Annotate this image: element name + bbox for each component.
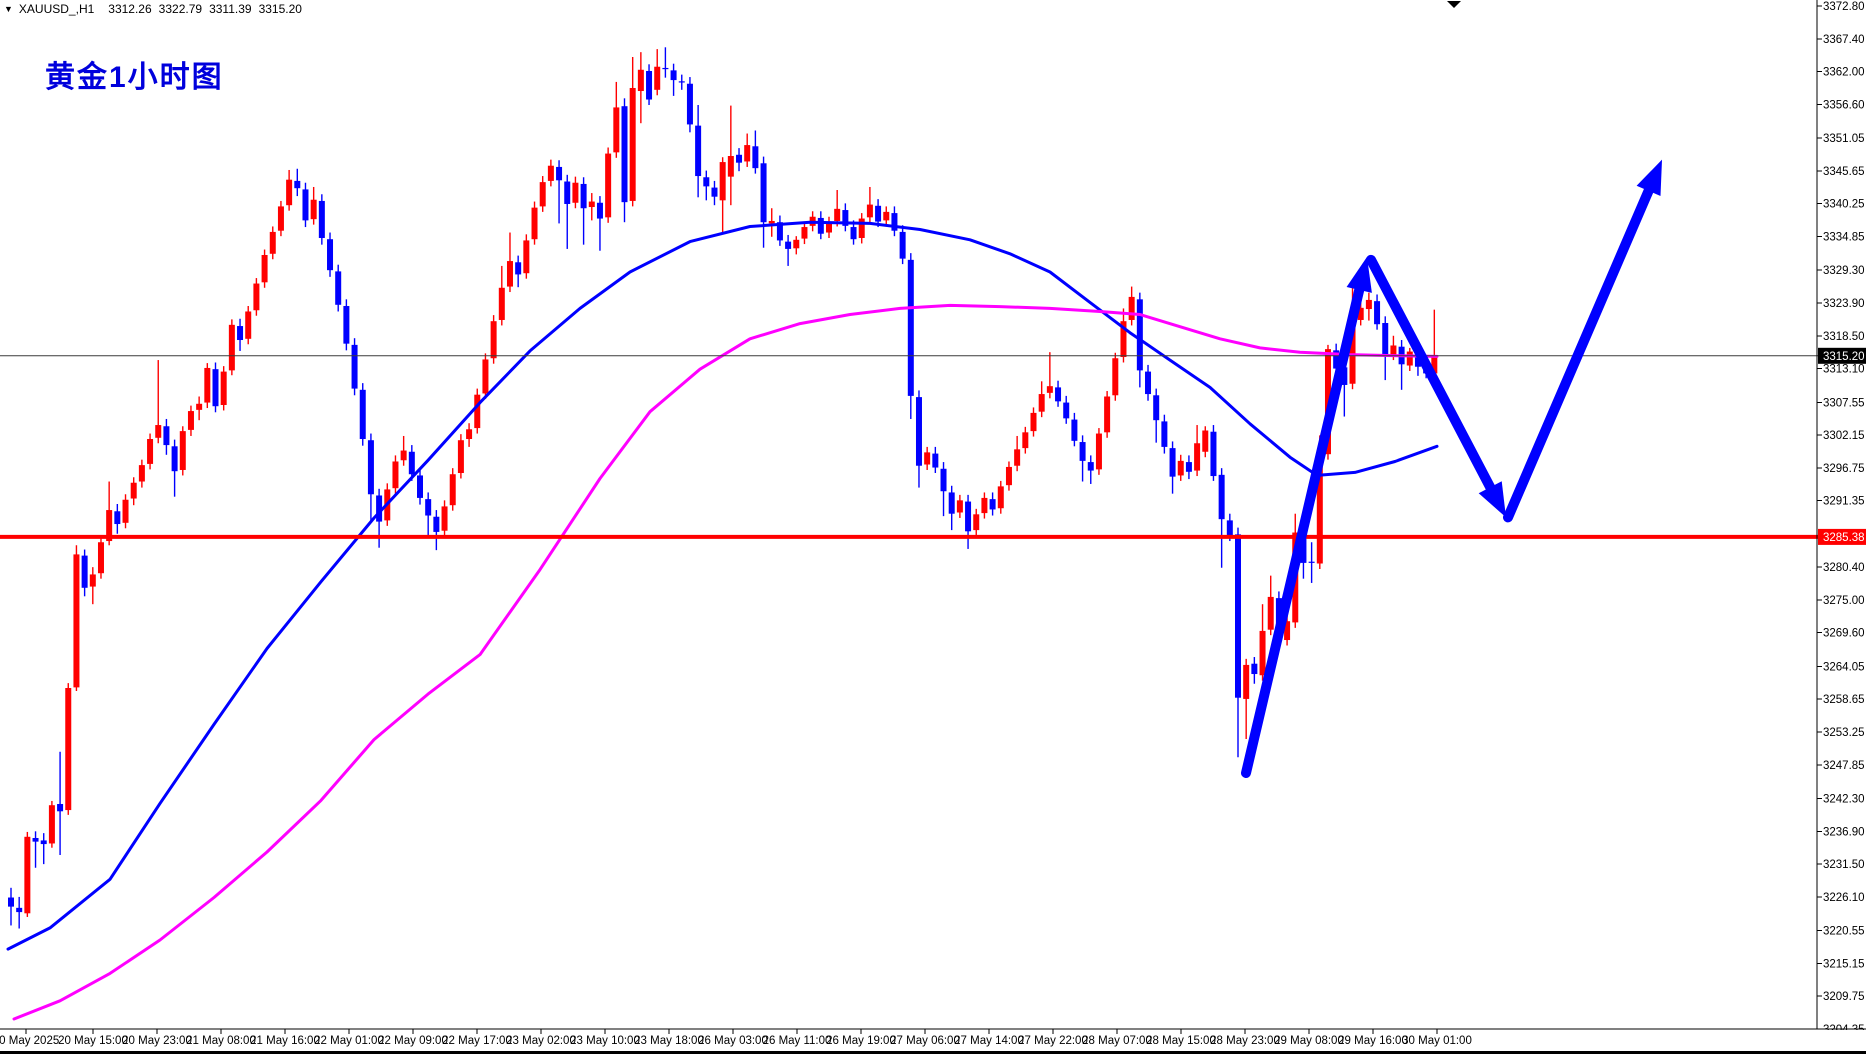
- svg-text:3253.25: 3253.25: [1823, 727, 1865, 739]
- svg-text:28 May 15:00: 28 May 15:00: [1146, 1035, 1216, 1047]
- support-line-tag: 3285.38: [1818, 528, 1866, 545]
- svg-text:29 May 08:00: 29 May 08:00: [1274, 1035, 1344, 1047]
- svg-text:29 May 16:00: 29 May 16:00: [1338, 1035, 1408, 1047]
- svg-text:22 May 09:00: 22 May 09:00: [378, 1035, 448, 1047]
- svg-text:3345.65: 3345.65: [1823, 166, 1865, 178]
- svg-text:3340.25: 3340.25: [1823, 199, 1865, 211]
- svg-text:20 May 23:00: 20 May 23:00: [122, 1035, 192, 1047]
- ma-blue-line[interactable]: [6, 220, 1439, 951]
- svg-text:3258.65: 3258.65: [1823, 694, 1865, 706]
- svg-text:26 May 03:00: 26 May 03:00: [698, 1035, 768, 1047]
- trend-arrow-up-2[interactable]: [1503, 159, 1662, 523]
- svg-text:20 May 2025: 20 May 2025: [0, 1035, 59, 1047]
- svg-text:20 May 15:00: 20 May 15:00: [58, 1035, 128, 1047]
- trend-arrow-up-1[interactable]: [1241, 256, 1372, 779]
- window-bottom-border: [0, 1051, 1866, 1054]
- svg-text:3236.90: 3236.90: [1823, 826, 1865, 838]
- quote-close: 3315.20: [258, 2, 302, 16]
- svg-text:3280.40: 3280.40: [1823, 562, 1865, 574]
- svg-text:3247.85: 3247.85: [1823, 760, 1865, 772]
- svg-text:27 May 22:00: 27 May 22:00: [1018, 1035, 1088, 1047]
- svg-text:26 May 19:00: 26 May 19:00: [826, 1035, 896, 1047]
- svg-text:3226.10: 3226.10: [1823, 892, 1865, 904]
- symbol-timeframe-label: XAUUSD_,H1: [18, 2, 95, 16]
- svg-text:3264.05: 3264.05: [1823, 661, 1865, 673]
- svg-text:3318.50: 3318.50: [1823, 331, 1865, 343]
- svg-text:3372.80: 3372.80: [1823, 1, 1865, 13]
- quote-low: 3311.39: [209, 2, 252, 16]
- svg-text:3329.30: 3329.30: [1823, 265, 1865, 277]
- current-bar-marker-icon: [1447, 1, 1461, 8]
- svg-text:3242.30: 3242.30: [1823, 794, 1865, 806]
- svg-text:28 May 23:00: 28 May 23:00: [1210, 1035, 1280, 1047]
- svg-text:3362.00: 3362.00: [1823, 67, 1865, 79]
- candles: [8, 47, 1438, 929]
- svg-text:3313.10: 3313.10: [1823, 364, 1865, 376]
- svg-text:27 May 06:00: 27 May 06:00: [890, 1035, 960, 1047]
- svg-text:3307.55: 3307.55: [1823, 397, 1865, 409]
- trend-arrow-down[interactable]: [1366, 254, 1506, 518]
- svg-text:3296.75: 3296.75: [1823, 463, 1865, 475]
- svg-text:3334.85: 3334.85: [1823, 231, 1865, 243]
- svg-text:3351.05: 3351.05: [1823, 133, 1865, 145]
- svg-text:3302.15: 3302.15: [1823, 430, 1865, 442]
- quote-open: 3312.26: [108, 2, 152, 16]
- ma-magenta-line[interactable]: [12, 303, 1439, 1021]
- svg-text:3275.00: 3275.00: [1823, 595, 1865, 607]
- svg-text:28 May 07:00: 28 May 07:00: [1082, 1035, 1152, 1047]
- svg-text:3215.15: 3215.15: [1823, 958, 1865, 970]
- svg-text:3285.38: 3285.38: [1823, 532, 1865, 544]
- svg-text:30 May 01:00: 30 May 01:00: [1402, 1035, 1472, 1047]
- price-axis[interactable]: 3372.80 3367.40 3362.00 3356.60 3351.05 3345.…: [1816, 0, 1866, 1036]
- chart-title[interactable]: 黄金1小时图: [45, 61, 224, 94]
- svg-text:23 May 02:00: 23 May 02:00: [506, 1035, 576, 1047]
- svg-text:23 May 10:00: 23 May 10:00: [570, 1035, 640, 1047]
- svg-text:26 May 11:00: 26 May 11:00: [763, 1035, 832, 1047]
- svg-text:3315.20: 3315.20: [1823, 351, 1865, 363]
- quote-high: 3322.79: [158, 2, 203, 16]
- quote-line: ▼ XAUUSD_,H1 3312.26 3322.79 3311.39 3315.20: [4, 2, 309, 16]
- svg-text:22 May 17:00: 22 May 17:00: [442, 1035, 512, 1047]
- svg-text:3209.75: 3209.75: [1823, 991, 1865, 1003]
- svg-text:3356.60: 3356.60: [1823, 99, 1865, 111]
- svg-text:21 May 16:00: 21 May 16:00: [250, 1035, 320, 1047]
- svg-text:22 May 01:00: 22 May 01:00: [314, 1035, 384, 1047]
- svg-text:3367.40: 3367.40: [1823, 34, 1865, 46]
- svg-text:3231.50: 3231.50: [1823, 859, 1865, 871]
- svg-text:3291.35: 3291.35: [1823, 496, 1865, 508]
- svg-text:27 May 14:00: 27 May 14:00: [954, 1035, 1024, 1047]
- svg-text:3269.60: 3269.60: [1823, 628, 1865, 640]
- current-price-line-tag: 3315.20: [1818, 347, 1866, 364]
- svg-text:3323.90: 3323.90: [1823, 298, 1865, 310]
- svg-text:23 May 18:00: 23 May 18:00: [634, 1035, 704, 1047]
- svg-text:21 May 08:00: 21 May 08:00: [186, 1035, 256, 1047]
- svg-text:3220.55: 3220.55: [1823, 926, 1865, 938]
- down-triangle-icon[interactable]: ▼: [4, 4, 13, 14]
